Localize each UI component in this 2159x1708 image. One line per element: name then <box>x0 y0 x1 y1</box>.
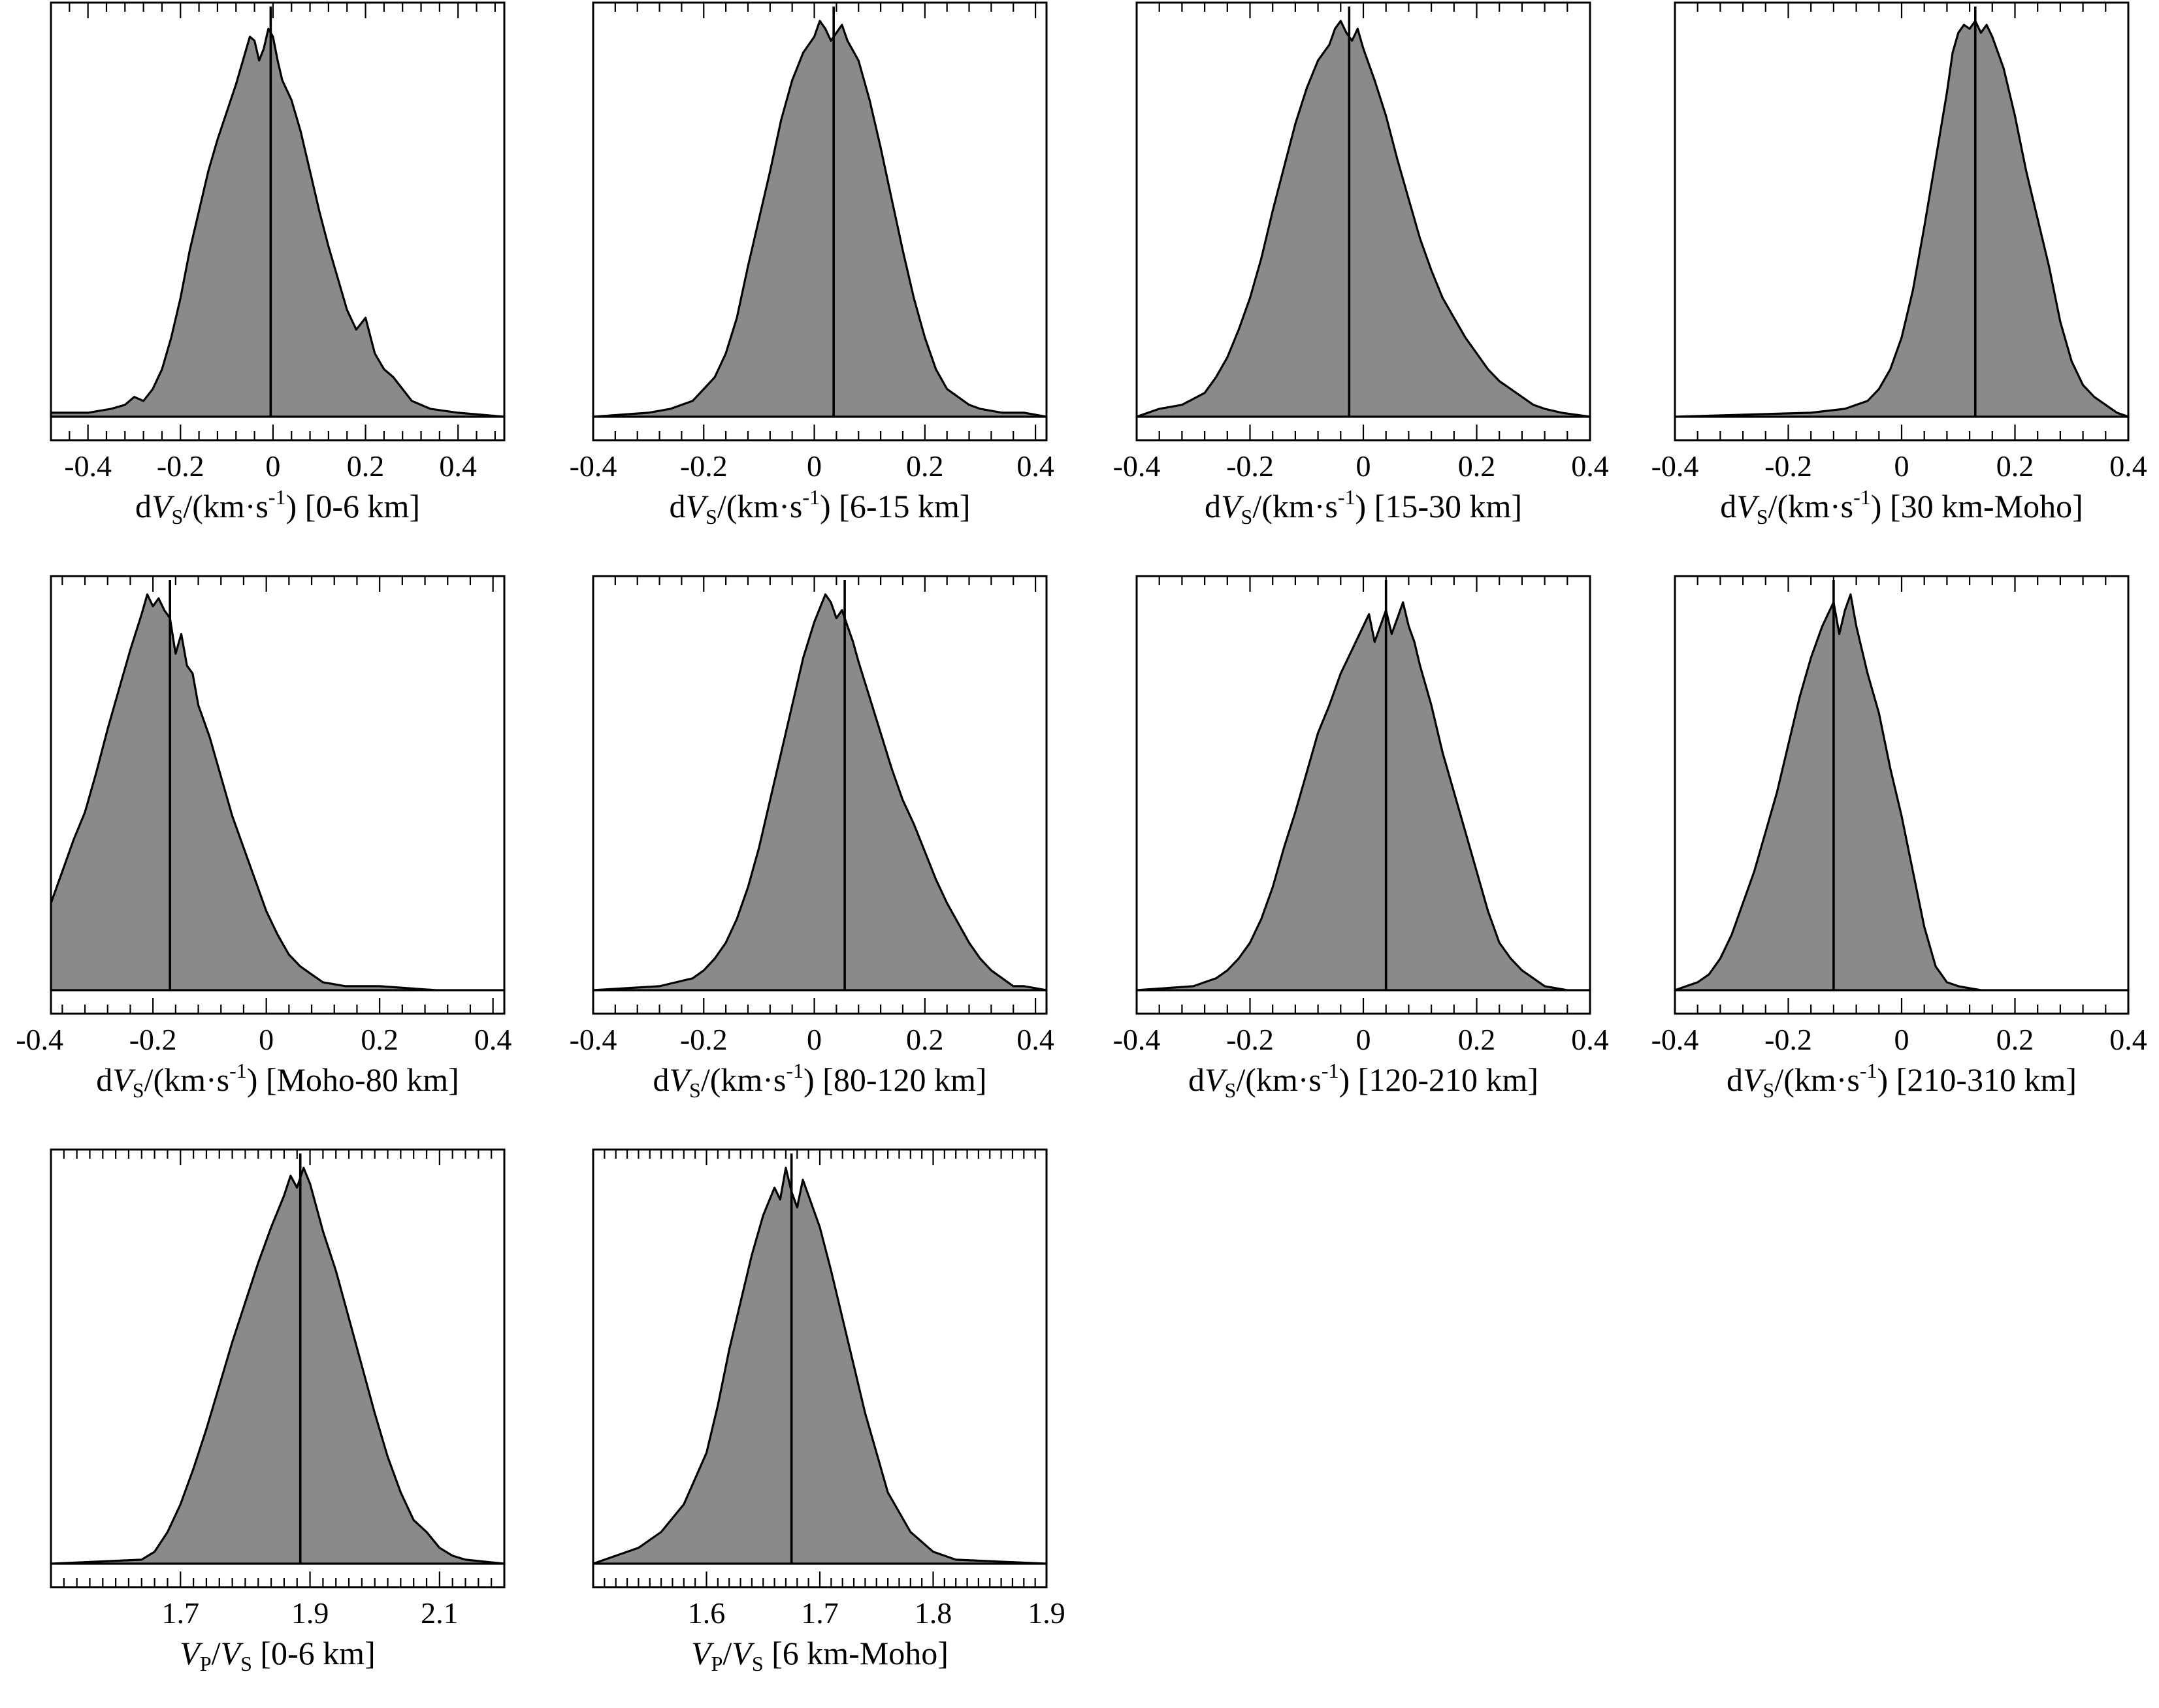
tick-label: -0.4 <box>570 449 617 483</box>
tick-label: 0 <box>807 449 822 483</box>
histogram-area <box>50 1167 506 1565</box>
histogram-area <box>592 20 1048 418</box>
x-axis-label: dVS/(km·s-1) [0-6 km] <box>135 485 420 528</box>
tick-label: -0.4 <box>64 449 112 483</box>
plot-frame <box>50 575 506 1015</box>
panel-p10: 1.6 1.7 1.8 1.9 VP/VS [6 km-Moho] <box>592 1148 1065 1675</box>
x-axis-label: dVS/(km·s-1) [80-120 km] <box>653 1059 986 1102</box>
tick-label: 0.2 <box>347 449 385 483</box>
tick-label: 0.4 <box>474 1023 512 1056</box>
tick-label: -0.2 <box>680 449 728 483</box>
tick-label: -0.4 <box>570 1023 617 1056</box>
plot-frame <box>592 575 1048 1015</box>
tick-label: 0.4 <box>439 449 477 483</box>
x-axis-label: dVS/(km·s-1) [6-15 km] <box>669 485 970 528</box>
tick-label: 0.2 <box>1996 449 2034 483</box>
x-axis-label: dVS/(km·s-1) [30 km-Moho] <box>1720 485 2083 528</box>
tick-label: -0.2 <box>1226 449 1274 483</box>
panel-p1: -0.4 -0.2 0 0.2 0.4 dVS/(km·s-1) [0-6 km] <box>50 1 506 528</box>
panel-p3: -0.4 -0.2 0 0.2 0.4 dVS/(km·s-1) [15-30 km] <box>1113 1 1609 528</box>
x-axis-label: VP/VS [6 km-Moho] <box>691 1635 949 1675</box>
tick-label: 0.2 <box>361 1023 398 1056</box>
tick-label: 1.8 <box>915 1596 952 1630</box>
panel-p7: -0.4 -0.2 0 0.2 0.4 dVS/(km·s-1) [120-210 km] <box>1113 575 1609 1102</box>
panel-p6: -0.4 -0.2 0 0.2 0.4 dVS/(km·s-1) [80-120 km] <box>570 575 1054 1102</box>
histogram-area <box>1674 20 2130 418</box>
tick-label: -0.2 <box>680 1023 728 1056</box>
x-axis-label: dVS/(km·s-1) [210-310 km] <box>1727 1059 2077 1102</box>
histogram-area <box>1135 20 1591 418</box>
tick-label: 1.9 <box>291 1596 329 1630</box>
histogram-area <box>1674 593 2130 991</box>
tick-label: 0.4 <box>1016 449 1054 483</box>
tick-label: -0.2 <box>1764 449 1812 483</box>
histogram-area <box>592 593 1048 991</box>
plot-frame <box>50 1 506 442</box>
tick-label: 0 <box>1356 1023 1371 1056</box>
tick-label: -0.4 <box>1113 449 1161 483</box>
histogram-area <box>592 1167 1048 1565</box>
tick-label: -0.4 <box>1651 1023 1699 1056</box>
tick-label: -0.2 <box>1764 1023 1812 1056</box>
x-axis-label: dVS/(km·s-1) [120-210 km] <box>1188 1059 1538 1102</box>
tick-label: 0.4 <box>1571 449 1609 483</box>
tick-label: 0 <box>1356 449 1371 483</box>
tick-label: 0.4 <box>2109 449 2147 483</box>
panel-p8: -0.4 -0.2 0 0.2 0.4 dVS/(km·s-1) [210-310 km] <box>1651 575 2147 1102</box>
histogram-area <box>50 27 506 418</box>
panel-p2: -0.4 -0.2 0 0.2 0.4 dVS/(km·s-1) [6-15 km] <box>570 1 1054 528</box>
panel-p4: -0.4 -0.2 0 0.2 0.4 dVS/(km·s-1) [30 km-Moho] <box>1651 1 2147 528</box>
tick-label: -0.2 <box>157 449 204 483</box>
tick-label: -0.4 <box>1651 449 1699 483</box>
tick-label: 0.4 <box>2109 1023 2147 1056</box>
tick-label: 1.7 <box>162 1596 200 1630</box>
tick-label: 0.2 <box>906 1023 944 1056</box>
tick-label: 0 <box>265 449 280 483</box>
tick-label: -0.4 <box>1113 1023 1161 1056</box>
tick-label: 0.2 <box>906 449 944 483</box>
tick-label: 2.1 <box>421 1596 459 1630</box>
histogram-area <box>50 593 506 991</box>
tick-label: -0.4 <box>16 1023 63 1056</box>
tick-label: 0.2 <box>1458 449 1496 483</box>
x-axis-label: dVS/(km·s-1) [15-30 km] <box>1205 485 1522 528</box>
tick-label: 1.9 <box>1028 1596 1065 1630</box>
tick-label: 1.6 <box>688 1596 726 1630</box>
plot-frame <box>592 1 1048 442</box>
tick-label: 0 <box>259 1023 274 1056</box>
tick-label: 0.2 <box>1458 1023 1496 1056</box>
panel-p5: -0.4 -0.2 0 0.2 0.4 dVS/(km·s-1) [Moho-80 km] <box>16 575 512 1102</box>
panel-p9: 1.7 1.9 2.1 VP/VS [0-6 km] <box>50 1148 506 1675</box>
histogram-area <box>1135 601 1591 991</box>
tick-label: 0 <box>807 1023 822 1056</box>
tick-label: -0.2 <box>1226 1023 1274 1056</box>
tick-label: 1.7 <box>801 1596 839 1630</box>
x-axis-label: VP/VS [0-6 km] <box>180 1635 375 1675</box>
x-axis-label: dVS/(km·s-1) [Moho-80 km] <box>96 1059 459 1102</box>
tick-label: 0.4 <box>1571 1023 1609 1056</box>
tick-label: -0.2 <box>129 1023 177 1056</box>
tick-label: 0.4 <box>1016 1023 1054 1056</box>
tick-label: 0 <box>1894 1023 1909 1056</box>
tick-label: 0.2 <box>1996 1023 2034 1056</box>
tick-label: 0 <box>1894 449 1909 483</box>
plot-frame <box>50 1148 506 1588</box>
